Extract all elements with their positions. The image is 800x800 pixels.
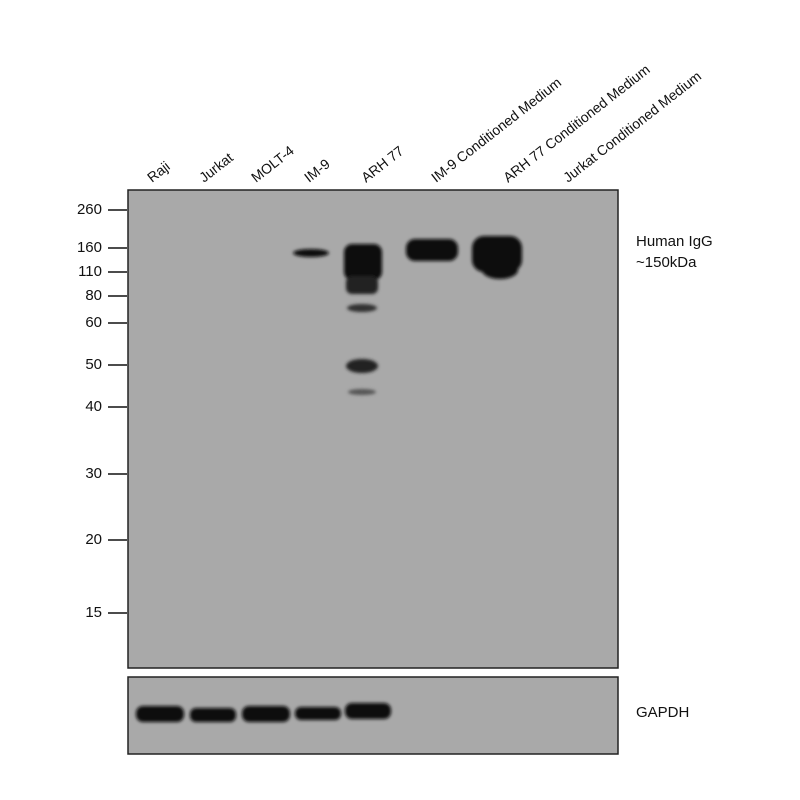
- band: [482, 261, 518, 279]
- band: [136, 706, 184, 722]
- marker-label: 60: [85, 314, 102, 331]
- lane-label: IM-9 Conditioned Medium: [428, 74, 564, 185]
- lane-label: Jurkat: [196, 149, 236, 185]
- band: [345, 703, 391, 719]
- band: [295, 707, 341, 720]
- band: [190, 708, 236, 722]
- target-label: Human IgG: [636, 233, 713, 250]
- lane-labels: Raji Jurkat MOLT-4 IM-9 ARH 77 IM-9 Condition…: [144, 61, 704, 185]
- lane-label: ARH 77: [358, 142, 407, 185]
- bands: [136, 236, 522, 722]
- marker-label: 50: [85, 356, 102, 373]
- target-size: ~150kDa: [636, 254, 697, 271]
- marker-label: 110: [78, 263, 102, 280]
- lane-label: MOLT-4: [248, 142, 297, 185]
- band: [242, 706, 290, 722]
- marker-ladder: 260 160 110 80 60 50 40 30 20 15: [77, 201, 127, 621]
- band: [347, 304, 377, 312]
- band: [293, 249, 329, 257]
- lane-label: IM-9: [301, 155, 333, 185]
- band: [406, 239, 458, 261]
- band: [348, 389, 376, 395]
- marker-label: 80: [85, 287, 102, 304]
- marker-label: 30: [85, 465, 102, 482]
- marker-label: 160: [77, 239, 102, 256]
- band: [346, 359, 378, 373]
- marker-label: 40: [85, 398, 102, 415]
- marker-label: 20: [85, 531, 102, 548]
- band: [346, 276, 378, 294]
- marker-label: 15: [85, 604, 102, 621]
- lane-label: Raji: [144, 158, 173, 185]
- loading-control-label: GAPDH: [636, 704, 689, 721]
- band: [344, 244, 382, 280]
- marker-label: 260: [77, 201, 102, 218]
